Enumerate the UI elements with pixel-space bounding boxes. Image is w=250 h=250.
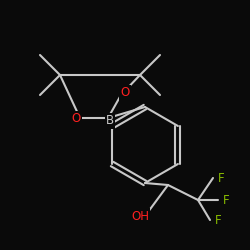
Text: F: F [215,214,221,226]
Text: O: O [120,86,130,100]
Text: B: B [106,114,114,128]
Text: O: O [72,112,80,126]
Text: F: F [223,194,229,206]
Text: F: F [218,172,224,184]
Text: OH: OH [131,210,149,222]
